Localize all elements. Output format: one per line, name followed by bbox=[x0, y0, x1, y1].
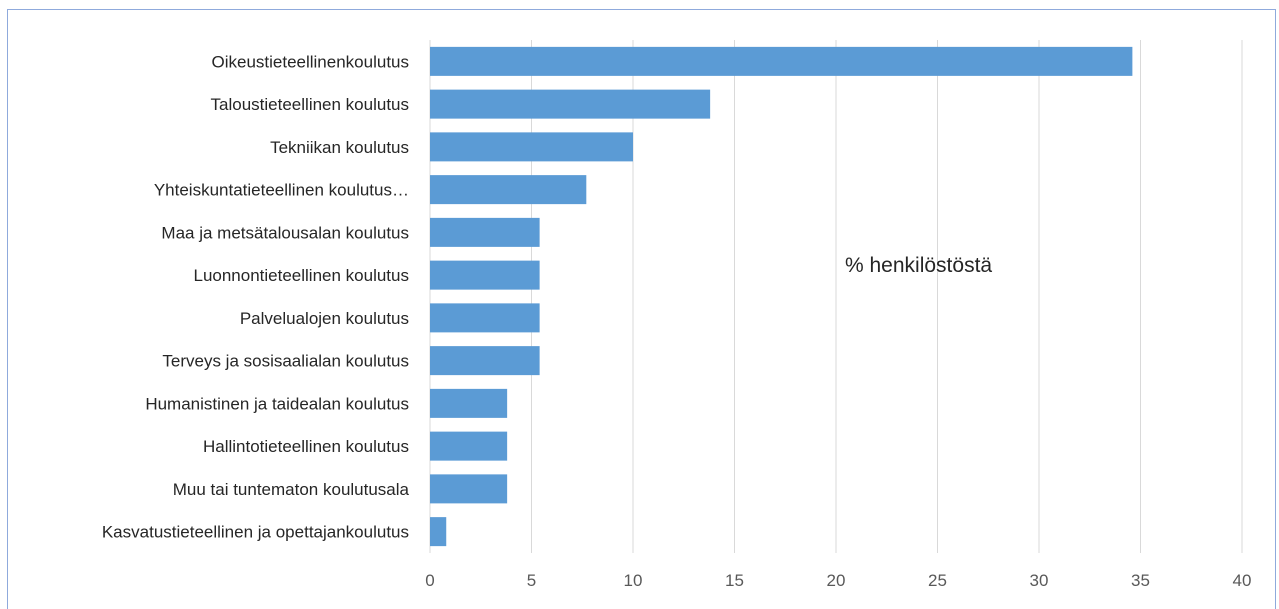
bar bbox=[430, 260, 540, 290]
bar bbox=[430, 89, 711, 119]
category-label: Palvelualojen koulutus bbox=[240, 309, 409, 328]
x-tick-label: 40 bbox=[1233, 571, 1252, 590]
x-tick-label: 35 bbox=[1131, 571, 1150, 590]
category-label: Muu tai tuntematon koulutusala bbox=[173, 480, 410, 499]
bar bbox=[430, 388, 508, 418]
x-tick-label: 0 bbox=[425, 571, 434, 590]
bar bbox=[430, 175, 587, 205]
x-tick-label: 10 bbox=[624, 571, 643, 590]
category-label: Hallintotieteellinen koulutus bbox=[203, 437, 409, 456]
category-label: Kasvatustieteellinen ja opettajankoulutu… bbox=[102, 523, 409, 542]
x-tick-label: 5 bbox=[527, 571, 536, 590]
category-label: Taloustieteellinen koulutus bbox=[211, 95, 409, 114]
category-label: Yhteiskuntatieteellinen koulutus… bbox=[154, 181, 409, 200]
bar bbox=[430, 346, 540, 376]
x-tick-label: 25 bbox=[928, 571, 947, 590]
bar bbox=[430, 517, 447, 547]
bar bbox=[430, 303, 540, 333]
bar bbox=[430, 431, 508, 461]
x-tick-label: 30 bbox=[1030, 571, 1049, 590]
category-label: Humanistinen ja taidealan koulutus bbox=[145, 394, 409, 413]
chart-annotation: % henkilöstöstä bbox=[845, 254, 992, 277]
category-label: Luonnontieteellinen koulutus bbox=[193, 266, 409, 285]
category-labels: Oikeustieteellinenkoulutus Taloustieteell… bbox=[102, 52, 410, 541]
category-label: Maa ja metsätalousalan koulutus bbox=[161, 223, 409, 242]
bar bbox=[430, 132, 633, 162]
bar bbox=[430, 217, 540, 247]
category-label: Oikeustieteellinenkoulutus bbox=[211, 52, 409, 71]
bars bbox=[430, 46, 1133, 547]
bar bbox=[430, 474, 508, 504]
tick-labels: 0 5 10 15 20 25 30 35 40 bbox=[425, 571, 1251, 590]
x-tick-label: 20 bbox=[827, 571, 846, 590]
category-label: Tekniikan koulutus bbox=[270, 138, 409, 157]
category-label: Terveys ja sosisaalialan koulutus bbox=[162, 352, 409, 371]
gridlines bbox=[429, 40, 1243, 553]
bar bbox=[430, 46, 1133, 76]
x-tick-label: 15 bbox=[725, 571, 744, 590]
